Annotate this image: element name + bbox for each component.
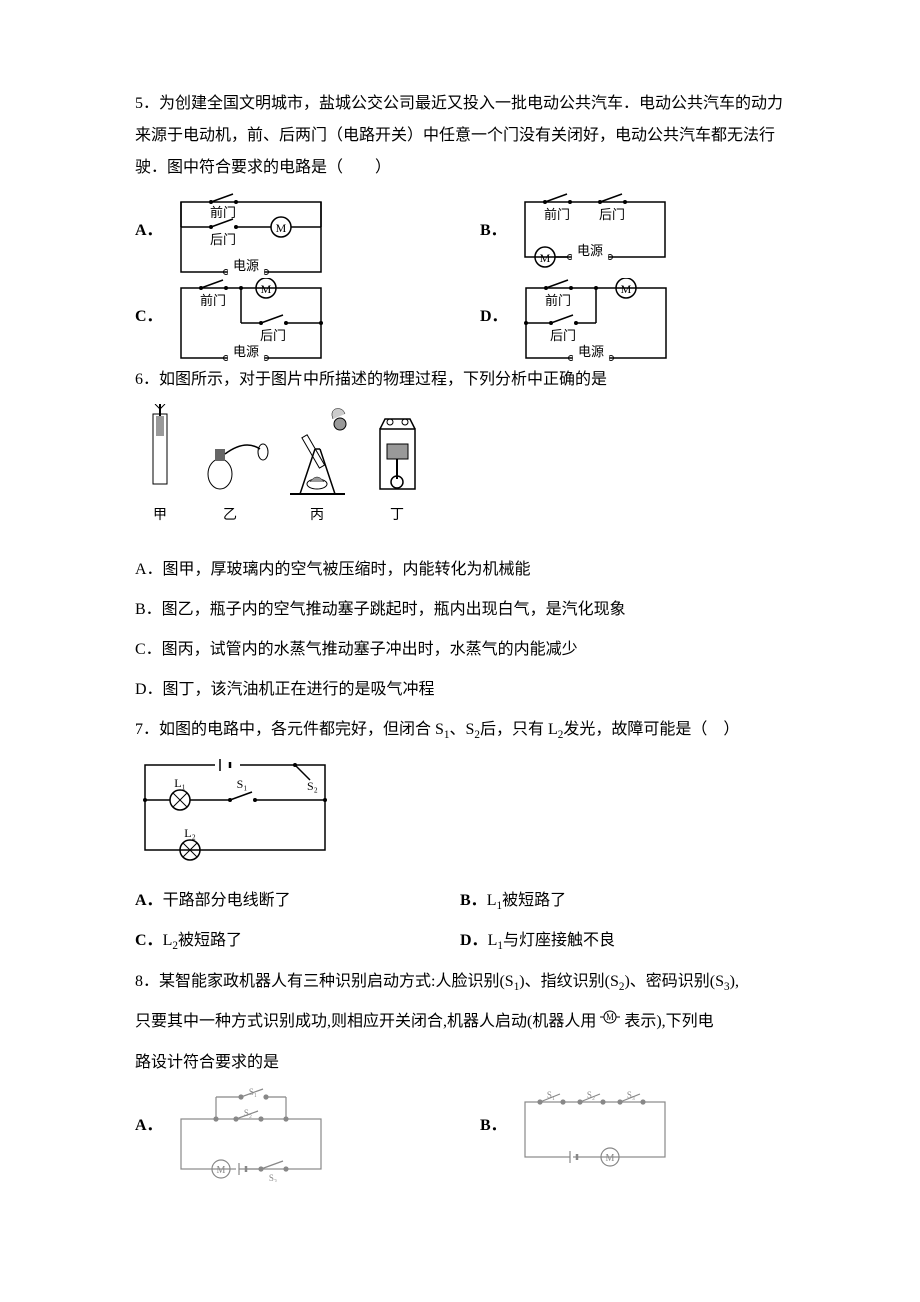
q5-option-b: B． 前门 后门 M 电源 — [480, 192, 785, 270]
svg-text:甲: 甲 — [153, 508, 167, 523]
circuit-diagram-q8a: S₁ S₂ S₃ M — [171, 1087, 331, 1165]
circuit-diagram-b: 前门 后门 M 电源 — [515, 192, 675, 270]
q5-option-d: D． M 前门 后门 电 — [480, 278, 785, 356]
q5-option-a: A． M 前门 后门 电 — [135, 192, 440, 270]
svg-text:后门: 后门 — [260, 328, 286, 343]
motor-icon: M — [600, 1007, 620, 1039]
svg-text:S₁: S₁ — [237, 777, 248, 791]
svg-text:后门: 后门 — [210, 232, 236, 247]
svg-text:丙: 丙 — [310, 508, 324, 523]
svg-text:M: M — [539, 251, 550, 265]
q8-number: 8． — [135, 973, 159, 990]
q5-options-row2: C． M 前门 后门 电 — [135, 278, 785, 356]
q5-number: 5． — [135, 95, 159, 112]
svg-text:M: M — [605, 1153, 614, 1164]
q8-text-line3: 路设计符合要求的是 — [135, 1047, 785, 1079]
svg-text:S₃: S₃ — [268, 1173, 276, 1182]
circuit-diagram-q8b: S₁ S₂ S₃ M — [515, 1087, 675, 1165]
q5-text: 5．为创建全国文明城市，盐城公交公司最近又投入一批电动公共汽车．电动公共汽车的动… — [135, 88, 785, 184]
circuit-diagram-c: M 前门 后门 电源 — [171, 278, 331, 356]
svg-text:M: M — [620, 282, 631, 296]
q8-option-a: A． — [135, 1087, 440, 1165]
q7-option-b: B．L1被短路了 — [460, 885, 785, 918]
svg-text:电源: 电源 — [233, 344, 259, 359]
q7-option-d: D．L1与灯座接触不良 — [460, 925, 785, 958]
svg-text:S₃: S₃ — [627, 1090, 635, 1100]
option-label: A． — [135, 1110, 163, 1142]
q8-options-row1: A． — [135, 1087, 785, 1165]
circuit-diagram-d: M 前门 后门 电源 — [516, 278, 676, 356]
q7-options-row1: A．干路部分电线断了 B．L1被短路了 — [135, 885, 785, 918]
q7-option-c: C．L2被短路了 — [135, 925, 460, 958]
svg-text:M: M — [260, 282, 271, 296]
svg-text:S₂: S₂ — [587, 1090, 595, 1100]
svg-text:S₂: S₂ — [243, 1108, 251, 1118]
option-label: B． — [480, 215, 507, 247]
svg-text:电源: 电源 — [233, 258, 259, 273]
svg-text:前门: 前门 — [210, 205, 236, 220]
svg-text:后门: 后门 — [599, 207, 625, 222]
svg-text:S₁: S₁ — [248, 1087, 256, 1097]
svg-text:M: M — [216, 1165, 225, 1176]
svg-text:前门: 前门 — [200, 293, 226, 308]
q7-text: 7．如图的电路中，各元件都完好，但闭合 S1、S2后，只有 L2发光，故障可能是… — [135, 714, 785, 747]
svg-text:电源: 电源 — [577, 243, 603, 258]
option-label: D． — [480, 301, 508, 333]
svg-text:M: M — [275, 221, 286, 235]
option-label: A． — [135, 215, 163, 247]
svg-text:S₁: S₁ — [547, 1090, 555, 1100]
svg-text:L₂: L₂ — [184, 826, 196, 840]
option-label: B． — [480, 1110, 507, 1142]
svg-text:电源: 电源 — [578, 344, 604, 359]
option-label: C． — [135, 301, 163, 333]
q6-figure: 甲 乙 丙 丁 — [135, 404, 785, 546]
svg-text:S₂: S₂ — [307, 779, 318, 793]
q6-option-d: D．图丁，该汽油机正在进行的是吸气冲程 — [135, 674, 785, 706]
q7-option-a: A．干路部分电线断了 — [135, 885, 460, 918]
q6-number: 6． — [135, 371, 159, 388]
q8-option-b: B． S₁ S₂ S₃ — [480, 1087, 785, 1165]
q7-circuit: L₁ S₁ S₂ L₂ — [135, 755, 785, 877]
circuit-diagram-a: M 前门 后门 电源 — [171, 192, 331, 270]
q7-number: 7． — [135, 721, 159, 738]
q7-options-row2: C．L2被短路了 D．L1与灯座接触不良 — [135, 925, 785, 958]
q6-option-c: C．图丙，试管内的水蒸气推动塞子冲出时，水蒸气的内能减少 — [135, 634, 785, 666]
q6-option-a: A．图甲，厚玻璃内的空气被压缩时，内能转化为机械能 — [135, 554, 785, 586]
svg-text:前门: 前门 — [545, 293, 571, 308]
svg-text:前门: 前门 — [544, 207, 570, 222]
svg-text:丁: 丁 — [390, 508, 404, 523]
q8-text-line2: 只要其中一种方式识别成功,则相应开关闭合,机器人启动(机器人用 M 表示),下列… — [135, 1006, 785, 1038]
q6-option-b: B．图乙，瓶子内的空气推动塞子跳起时，瓶内出现白气，是汽化现象 — [135, 594, 785, 626]
q5-option-c: C． M 前门 后门 电 — [135, 278, 440, 356]
q8-text-line1: 8．某智能家政机器人有三种识别启动方式:人脸识别(S1)、指纹识别(S2)、密码… — [135, 966, 785, 999]
svg-text:L₁: L₁ — [174, 776, 186, 790]
svg-text:M: M — [606, 1012, 614, 1022]
svg-text:后门: 后门 — [550, 328, 576, 343]
svg-text:乙: 乙 — [223, 507, 237, 523]
q5-options-row1: A． M 前门 后门 电 — [135, 192, 785, 270]
